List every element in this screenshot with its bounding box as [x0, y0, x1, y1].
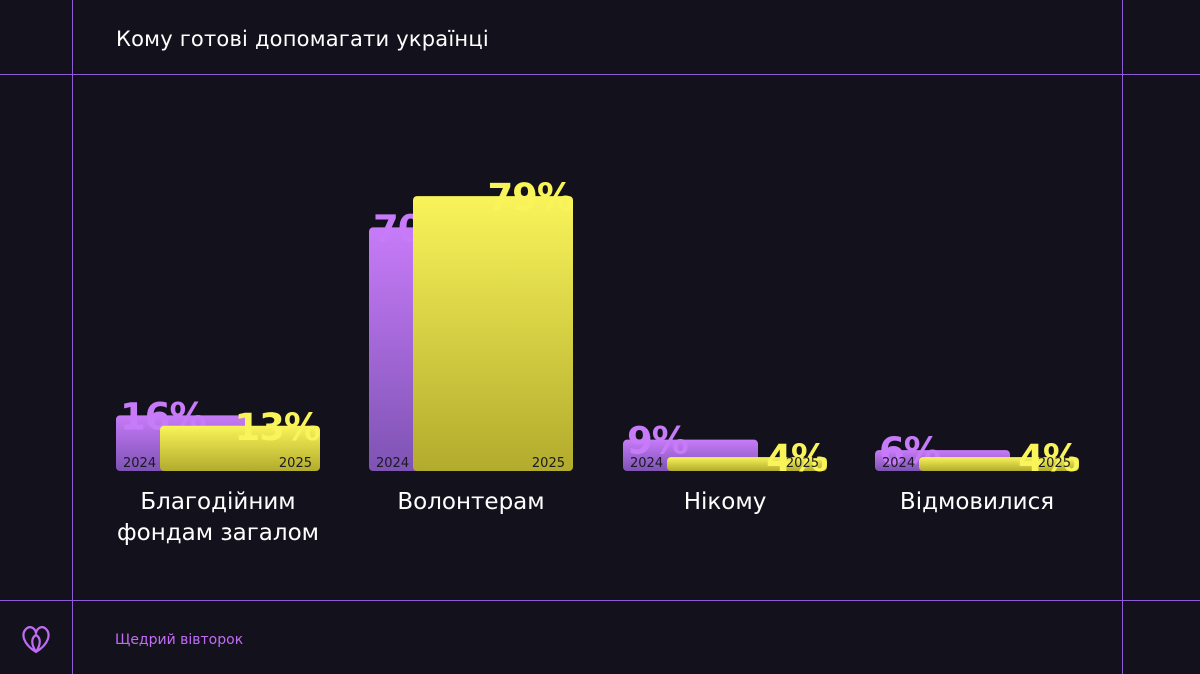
bar-2025	[160, 425, 320, 471]
bar-2025	[413, 196, 573, 471]
heart-loop-icon	[22, 626, 50, 654]
year-label-2024: 2024	[123, 456, 156, 471]
year-label-2024: 2024	[882, 456, 915, 471]
year-label-2025: 2025	[279, 456, 312, 471]
frame-line-top	[0, 74, 1200, 75]
value-label-2025: 79%	[487, 176, 573, 219]
value-label-2025: 4%	[766, 437, 827, 480]
year-label-2024: 2024	[376, 456, 409, 471]
year-label-2024: 2024	[630, 456, 663, 471]
bar-2025	[667, 457, 827, 471]
year-label-2025: 2025	[786, 456, 819, 471]
category-label: Волонтерам	[397, 489, 544, 515]
value-label-2024: 9%	[627, 420, 688, 463]
footer-brand: Щедрий вівторок	[115, 632, 244, 648]
year-label-2025: 2025	[1038, 456, 1071, 471]
value-label-2025: 13%	[234, 406, 320, 449]
frame-line-bottom	[0, 600, 1200, 601]
year-label-2025: 2025	[532, 456, 565, 471]
frame-line-left	[72, 0, 73, 674]
category-label: Благодійним	[140, 489, 295, 515]
category-label: Нікому	[684, 489, 767, 515]
frame-line-right	[1122, 0, 1123, 674]
bar-2025	[919, 457, 1079, 471]
category-label: фондам загалом	[117, 520, 319, 546]
value-label-2025: 4%	[1018, 437, 1079, 480]
page-title: Кому готові допомагати українці	[116, 27, 489, 51]
category-label: Відмовилися	[900, 489, 1054, 515]
